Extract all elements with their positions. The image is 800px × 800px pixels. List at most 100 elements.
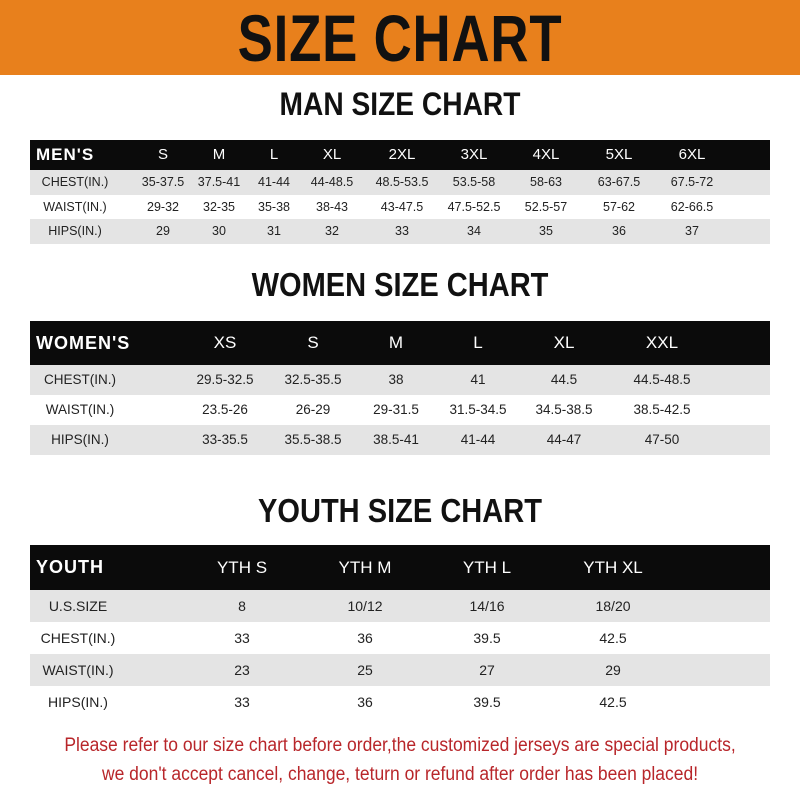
size-header-cell: L (269, 146, 279, 163)
size-value-cell: 18/20 (595, 598, 631, 614)
size-header-cell: 2XL (388, 146, 416, 163)
size-value-cell: 37 (685, 224, 699, 238)
table-row: HIPS(IN.) 29 30 31 32 33 34 35 36 37 (30, 219, 770, 244)
size-header-cell: XL (553, 333, 575, 352)
measurement-label: U.S.SIZE (48, 598, 108, 614)
size-header-cell: S (157, 146, 169, 163)
footer-notice-line-1: Please refer to our size chart before or… (64, 735, 736, 756)
size-value-cell: 14/16 (469, 598, 505, 614)
size-header-cell: XL (322, 146, 342, 163)
measurement-label: WAIST(IN.) (43, 199, 107, 214)
size-value-cell: 31 (267, 224, 281, 238)
size-value-cell: 42.5 (599, 630, 627, 646)
size-value-cell: 30 (212, 224, 226, 238)
banner-title: SIZE CHART (237, 1, 563, 75)
table-header-row: MEN'S S M L XL 2XL 3XL 4XL 5XL 6XL (30, 140, 770, 170)
men-section-title: MAN SIZE CHART (279, 86, 521, 122)
measurement-label: HIPS(IN.) (48, 694, 108, 710)
size-value-cell: 44.5-48.5 (633, 372, 691, 387)
table-header-label: YOUTH (36, 557, 104, 577)
table-row: CHEST(IN.) 29.5-32.5 32.5-35.5 38 41 44.5 44.5… (30, 365, 770, 395)
measurement-label: WAIST(IN.) (42, 662, 114, 678)
size-value-cell: 43-47.5 (380, 199, 424, 214)
size-header-cell: YTH S (216, 558, 268, 577)
size-value-cell: 38.5-41 (373, 432, 419, 447)
size-header-cell: M (212, 146, 226, 163)
table-header-label: WOMEN'S (36, 333, 131, 353)
size-value-cell: 41-44 (258, 175, 290, 189)
size-value-cell: 34.5-38.5 (535, 402, 593, 417)
size-value-cell: 33 (395, 224, 409, 238)
size-value-cell: 29 (605, 662, 621, 678)
size-value-cell: 26-29 (295, 402, 331, 417)
size-header-cell: XXL (645, 333, 679, 352)
size-value-cell: 33 (234, 630, 250, 646)
measurement-label: CHEST(IN.) (40, 630, 116, 646)
size-value-cell: 29-32 (147, 199, 179, 214)
size-value-cell: 53.5-58 (452, 175, 496, 189)
table-row: HIPS(IN.) 33 36 39.5 42.5 (30, 686, 770, 718)
size-value-cell: 39.5 (473, 630, 501, 646)
size-value-cell: 34 (467, 224, 481, 238)
size-header-cell: 5XL (605, 146, 633, 163)
size-header-cell: YTH M (338, 558, 392, 577)
table-row: WAIST(IN.) 29-32 32-35 35-38 38-43 43-47.5 47.… (30, 194, 770, 219)
size-header-cell: 3XL (460, 146, 488, 163)
size-value-cell: 33 (234, 694, 250, 710)
size-value-cell: 47-50 (644, 432, 680, 447)
size-value-cell: 23 (234, 662, 250, 678)
size-header-cell: YTH XL (583, 558, 643, 577)
size-value-cell: 36 (357, 694, 373, 710)
size-value-cell: 57-62 (603, 199, 635, 214)
youth-section-title: YOUTH SIZE CHART (258, 492, 542, 529)
size-header-cell: 4XL (532, 146, 560, 163)
size-value-cell: 39.5 (473, 694, 501, 710)
size-value-cell: 27 (479, 662, 495, 678)
size-value-cell: 67.5-72 (670, 175, 714, 189)
women-section-title: WOMEN SIZE CHART (251, 266, 549, 303)
size-value-cell: 36 (612, 224, 626, 238)
size-value-cell: 36 (357, 630, 373, 646)
size-value-cell: 29.5-32.5 (196, 372, 254, 387)
size-value-cell: 29-31.5 (373, 402, 419, 417)
measurement-label: HIPS(IN.) (51, 432, 109, 447)
size-header-cell: S (307, 333, 319, 352)
size-value-cell: 44.5 (550, 372, 578, 387)
size-value-cell: 52.5-57 (524, 199, 568, 214)
size-header-cell: 6XL (678, 146, 706, 163)
size-value-cell: 35-38 (258, 199, 290, 214)
size-header-cell: XS (213, 333, 237, 352)
size-value-cell: 63-67.5 (597, 175, 641, 189)
table-row: U.S.SIZE 8 10/12 14/16 18/20 (30, 590, 770, 622)
size-value-cell: 31.5-34.5 (449, 402, 507, 417)
table-row: CHEST(IN.) 35-37.5 37.5-41 41-44 44-48.5 48.5… (30, 170, 770, 195)
table-row: HIPS(IN.) 33-35.5 35.5-38.5 38.5-41 41-44 44-… (30, 425, 770, 455)
size-value-cell: 32 (325, 224, 339, 238)
size-value-cell: 41 (470, 372, 486, 387)
size-value-cell: 38.5-42.5 (633, 402, 691, 417)
size-value-cell: 44-47 (546, 432, 582, 447)
size-value-cell: 47.5-52.5 (447, 199, 501, 214)
size-value-cell: 38-43 (316, 199, 348, 214)
footer-notice-line-2: we don't accept cancel, change, teturn o… (101, 764, 699, 785)
measurement-label: WAIST(IN.) (45, 402, 115, 417)
size-value-cell: 42.5 (599, 694, 627, 710)
table-row: WAIST(IN.) 23 25 27 29 (30, 654, 770, 686)
size-value-cell: 41-44 (460, 432, 496, 447)
table-row: CHEST(IN.) 33 36 39.5 42.5 (30, 622, 770, 654)
size-value-cell: 35-37.5 (141, 175, 185, 189)
size-value-cell: 58-63 (530, 175, 562, 189)
size-value-cell: 8 (238, 598, 246, 614)
table-header-row: YOUTH YTH S YTH M YTH L YTH XL (30, 545, 770, 590)
size-value-cell: 35.5-38.5 (284, 432, 342, 447)
size-value-cell: 32-35 (203, 199, 235, 214)
measurement-label: CHEST(IN.) (41, 175, 109, 189)
size-value-cell: 25 (357, 662, 373, 678)
size-value-cell: 62-66.5 (670, 199, 714, 214)
size-value-cell: 44-48.5 (310, 175, 354, 189)
size-value-cell: 38 (388, 372, 404, 387)
size-value-cell: 29 (156, 224, 170, 238)
size-value-cell: 35 (539, 224, 553, 238)
measurement-label: HIPS(IN.) (48, 224, 102, 238)
table-header-row: WOMEN'S XS S M L XL XXL (30, 321, 770, 365)
